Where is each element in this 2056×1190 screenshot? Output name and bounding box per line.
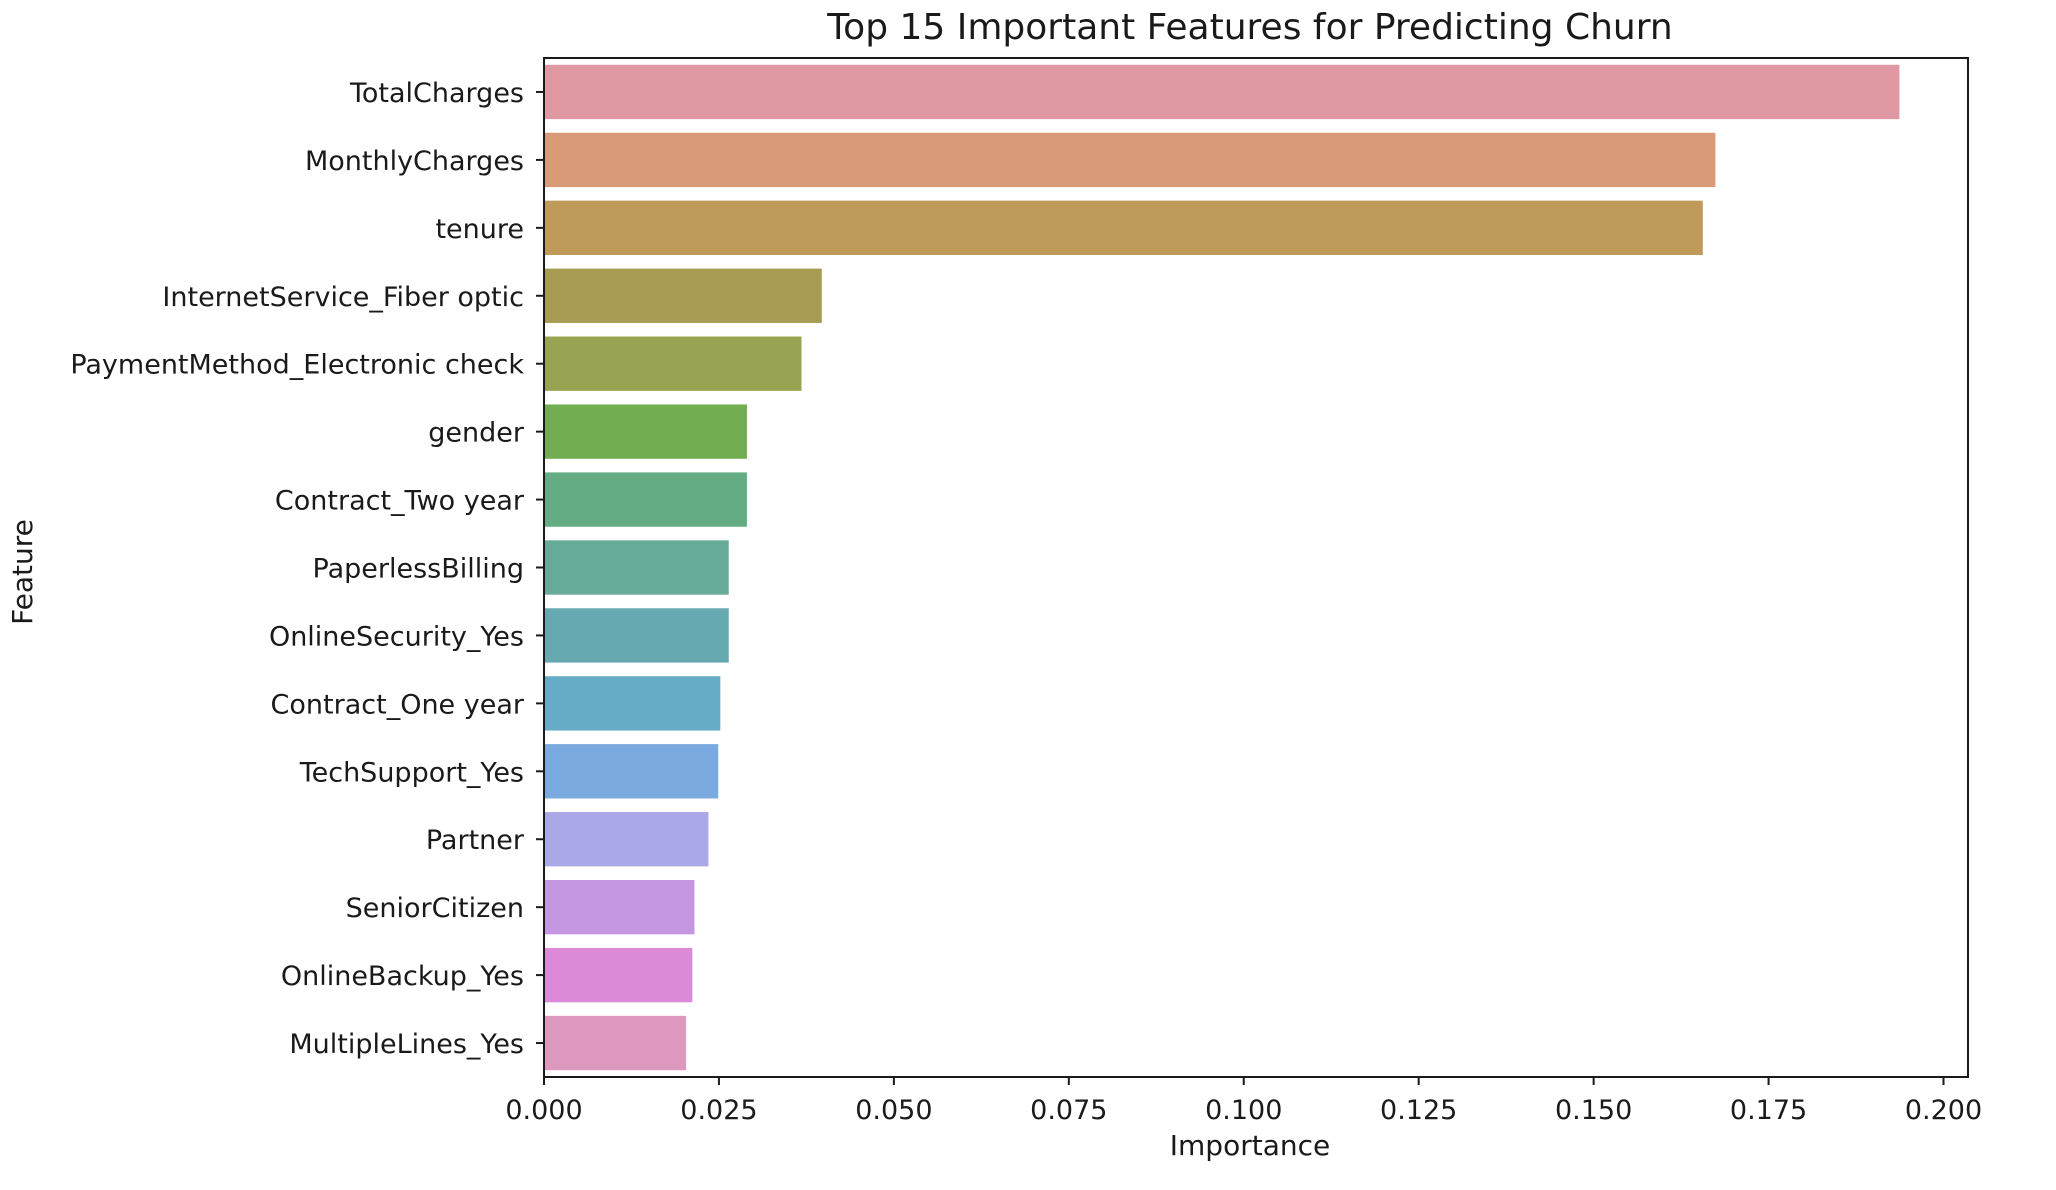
y-axis-label: Feature [6, 519, 39, 625]
bar-2 [544, 200, 1703, 256]
bar-8 [544, 608, 729, 663]
y-tick-label-9: Contract_One year [271, 689, 525, 720]
x-tick-label-5: 0.125 [1380, 1095, 1457, 1126]
x-tick-label-2: 0.050 [855, 1095, 932, 1126]
x-tick-label-6: 0.150 [1555, 1095, 1632, 1126]
bar-5 [544, 404, 747, 459]
x-tick-label-1: 0.025 [680, 1095, 757, 1126]
bar-0 [544, 64, 1900, 120]
x-axis-label: Importance [1170, 1129, 1330, 1162]
plot-frame [543, 57, 1969, 1078]
x-tick-label-7: 0.175 [1730, 1095, 1807, 1126]
y-tick-label-4: PaymentMethod_Electronic check [70, 350, 524, 381]
bar-6 [544, 472, 747, 527]
bar-7 [544, 540, 729, 595]
bar-12 [544, 879, 695, 935]
bar-1 [544, 132, 1716, 188]
y-tick-label-10: TechSupport_Yes [299, 757, 524, 788]
y-axis-ticks: TotalCharges MonthlyCharges tenure Internet… [70, 78, 544, 1060]
bar-11 [544, 812, 709, 867]
y-tick-label-12: SeniorCitizen [346, 893, 524, 924]
bar-10 [544, 744, 719, 799]
y-tick-label-8: OnlineSecurity_Yes [269, 621, 524, 652]
bar-3 [544, 268, 822, 323]
y-tick-label-0: TotalCharges [349, 78, 524, 109]
x-tick-label-0: 0.000 [505, 1095, 582, 1126]
bars-layer [544, 64, 1900, 1071]
y-tick-label-1: MonthlyCharges [305, 146, 524, 177]
x-tick-label-8: 0.200 [1905, 1095, 1982, 1126]
y-tick-label-6: Contract_Two year [275, 486, 525, 517]
bar-9 [544, 676, 721, 731]
y-tick-label-2: tenure [435, 214, 524, 245]
bar-4 [544, 336, 802, 391]
x-axis-ticks: 0.000 0.025 0.050 0.075 0.100 0.125 0.150 0.175… [505, 1077, 1982, 1126]
x-tick-label-4: 0.100 [1205, 1095, 1282, 1126]
x-tick-label-3: 0.075 [1030, 1095, 1107, 1126]
bar-14 [544, 1015, 687, 1071]
y-tick-label-11: Partner [426, 825, 525, 856]
y-tick-label-7: PaperlessBilling [313, 554, 525, 585]
y-tick-label-14: MultipleLines_Yes [289, 1029, 524, 1060]
y-tick-label-5: gender [428, 418, 525, 449]
y-tick-label-3: InternetService_Fiber optic [162, 282, 524, 313]
bar-13 [544, 947, 693, 1003]
chart-title: Top 15 Important Features for Predicting… [826, 7, 1672, 48]
y-tick-label-13: OnlineBackup_Yes [281, 961, 524, 992]
